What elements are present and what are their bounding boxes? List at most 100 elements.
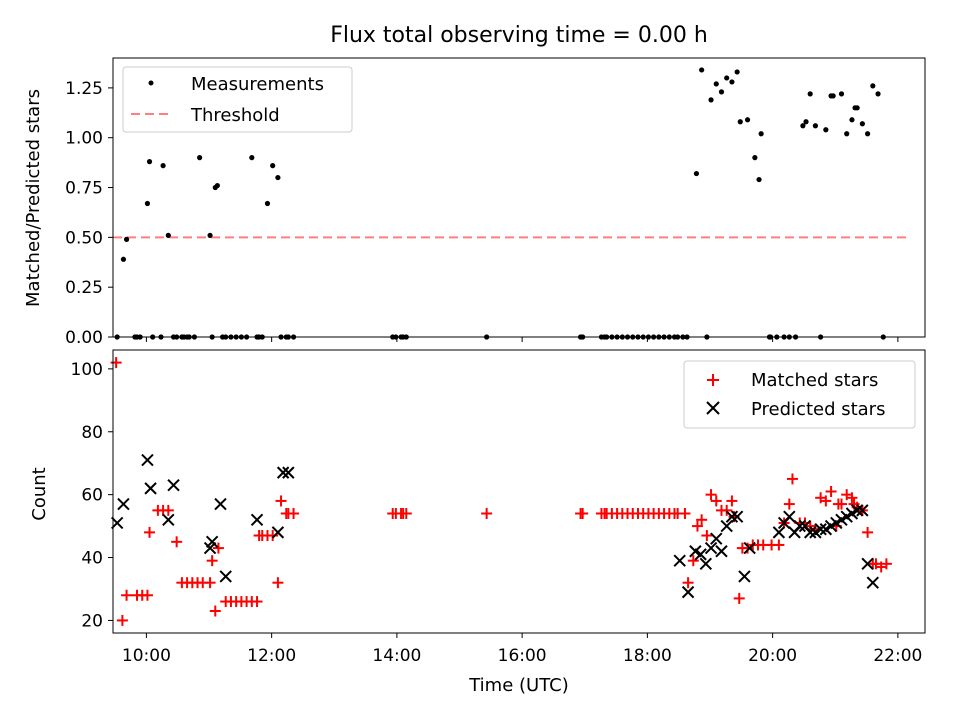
measurement-point	[214, 182, 220, 189]
legend-predicted-marker	[706, 401, 720, 415]
legend-threshold-label: Threshold	[190, 105, 280, 126]
bottom-x-tick-label: 10:00	[122, 646, 171, 666]
matched-star-point	[705, 489, 717, 501]
bottom-axes-frame	[112, 349, 926, 634]
matched-star-point	[682, 577, 694, 589]
predicted-star-point	[772, 526, 786, 539]
predicted-star-stroke-b	[205, 535, 219, 549]
measurement-point	[123, 236, 130, 242]
predicted-star-point	[250, 513, 264, 527]
predicted-star-point	[710, 532, 723, 545]
top-legend: Measurements Threshold	[122, 66, 353, 133]
measurement-point	[838, 91, 845, 97]
measurement-point	[752, 155, 758, 161]
matched-star-point	[846, 492, 858, 504]
predicted-star-point	[276, 466, 290, 479]
x-axis-label: Time (UTC)	[468, 675, 569, 696]
measurement-point	[812, 123, 819, 129]
matched-star-point	[212, 542, 224, 554]
matched-star-point	[251, 596, 263, 608]
measurement-point	[146, 159, 153, 165]
predicted-star-stroke-b	[110, 516, 124, 530]
predicted-star-point	[694, 548, 707, 561]
measurement-point	[275, 174, 281, 181]
predicted-star-stroke-b	[803, 526, 817, 539]
top-y-tick-label: 0.00	[65, 328, 103, 348]
predicted-star-point	[681, 585, 695, 599]
top-plot: 0.00 0.25 0.50 0.75 1.00 1.25 Matched/Predict…	[23, 57, 926, 348]
measurement-point	[849, 117, 855, 123]
bottom-y-tick-label: 20	[81, 611, 103, 631]
predicted-star-stroke-b	[162, 513, 175, 527]
bottom-x-tick-label: 14:00	[372, 646, 421, 666]
predicted-star-point	[814, 523, 827, 536]
matched-star-point	[481, 508, 493, 520]
measurement-point	[207, 232, 213, 238]
matched-star-point	[733, 592, 745, 604]
matched-star-point	[171, 536, 183, 548]
predicted-star-stroke-b	[850, 504, 864, 517]
measurement-point	[737, 119, 743, 125]
matched-star-point	[726, 495, 738, 507]
measurement-point	[803, 119, 809, 125]
predicted-star-stroke-b	[219, 570, 232, 583]
predicted-star-stroke-b	[276, 466, 290, 479]
measurement-point	[718, 89, 725, 95]
bottom-legend-box	[683, 360, 916, 429]
measurement-point	[756, 176, 762, 183]
predicted-star-point	[167, 479, 180, 492]
legend-predicted-label: Predicted stars	[751, 399, 885, 420]
measurement-point	[708, 97, 714, 103]
predicted-star-point	[783, 510, 796, 523]
predicted-star-point	[219, 570, 232, 583]
bottom-x-tick-label: 18:00	[623, 646, 672, 666]
predicted-star-point	[704, 541, 718, 555]
top-y-tick-label: 0.50	[65, 228, 103, 248]
bottom-y-tick-label: 80	[81, 423, 103, 443]
predicted-star-stroke-b	[715, 545, 728, 558]
predicted-star-stroke-b	[167, 479, 180, 492]
top-y-tick-label: 1.25	[65, 79, 103, 99]
matched-star-point	[110, 357, 122, 369]
predicted-star-stroke-b	[271, 526, 285, 539]
measurement-point	[844, 131, 850, 137]
top-axes-frame	[112, 57, 926, 338]
bottom-x-tick-label: 22:00	[873, 646, 922, 666]
matched-star-point	[825, 486, 837, 497]
legend-measurements-label: Measurements	[191, 74, 324, 95]
bottom-plot: 20 40 60 80 100 10:00 12:00 14:00 16:00 18:00 20:…	[29, 349, 926, 696]
predicted-star-point	[162, 513, 175, 527]
predicted-star-point	[850, 504, 864, 517]
chart-title: Flux total observing time = 0.00 h	[330, 23, 708, 48]
measurement-point	[864, 131, 871, 137]
matched-star-point	[710, 495, 722, 507]
matched-star-point	[687, 555, 699, 567]
bottom-x-ticks: 10:00 12:00 14:00 16:00 18:00 20:00 22:00	[122, 633, 922, 666]
matched-star-point	[204, 577, 216, 589]
matched-star-point	[783, 498, 795, 510]
predicted-star-stroke-b	[214, 497, 227, 511]
predicted-star-stroke-b	[814, 523, 827, 536]
measurement-point	[734, 69, 740, 75]
predicted-star-point	[866, 576, 880, 589]
predicted-star-stroke-b	[694, 548, 707, 561]
predicted-star-stroke-b	[681, 585, 695, 599]
predicted-star-stroke-b	[725, 510, 739, 523]
measurement-point	[264, 200, 271, 207]
matched-star-point	[272, 577, 284, 589]
bottom-y-tick-label: 40	[81, 549, 103, 569]
matched-star-point	[721, 504, 733, 516]
bottom-y-ticks: 20 40 60 80 100	[71, 360, 113, 631]
measurement-point	[800, 123, 806, 129]
predicted-star-stroke-b	[861, 557, 874, 571]
predicted-star-stroke-b	[710, 532, 723, 545]
measurement-point	[823, 127, 829, 133]
predicted-star-stroke-b	[793, 519, 806, 533]
predicted-star-stroke-b	[282, 466, 295, 479]
predicted-star-point	[730, 510, 744, 523]
matched-star-point	[121, 589, 133, 601]
matched-star-point	[400, 508, 412, 520]
predicted-star-point	[214, 497, 227, 511]
measurement-point	[249, 155, 255, 161]
measurement-point	[197, 155, 203, 161]
